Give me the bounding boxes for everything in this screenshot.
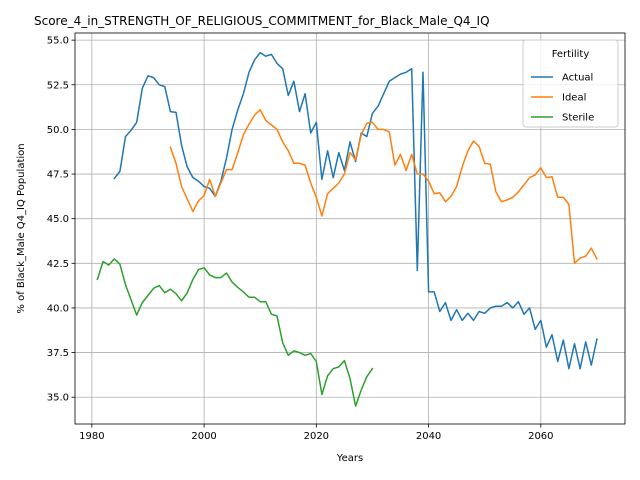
y-tick-label: 47.5: [47, 170, 69, 181]
y-tick-label: 42.5: [47, 259, 69, 270]
y-tick-label: 37.5: [47, 348, 69, 359]
y-tick-label: 35.0: [47, 393, 69, 404]
y-tick-label: 52.5: [47, 80, 69, 91]
chart-title: Score_4_in_STRENGTH_OF_RELIGIOUS_COMMITM…: [34, 14, 490, 28]
legend-label-actual: Actual: [562, 73, 593, 84]
x-tick-label: 1980: [79, 431, 104, 442]
x-tick-label: 2060: [528, 431, 553, 442]
x-tick-label: 2000: [191, 431, 216, 442]
y-axis-label: % of Black_Male Q4_IQ Population: [16, 143, 27, 313]
legend: Fertility Actual Ideal Sterile: [523, 40, 618, 127]
y-tick-label: 40.0: [47, 303, 69, 314]
y-tick-label: 55.0: [47, 36, 69, 47]
legend-title: Fertility: [552, 49, 590, 60]
x-tick-label: 2040: [416, 431, 441, 442]
legend-label-ideal: Ideal: [562, 93, 586, 104]
y-tick-label: 50.0: [47, 125, 69, 136]
y-tick-label: 45.0: [47, 214, 69, 225]
x-axis-label: Years: [336, 453, 363, 464]
legend-label-sterile: Sterile: [562, 113, 594, 124]
x-tick-label: 2020: [304, 431, 329, 442]
